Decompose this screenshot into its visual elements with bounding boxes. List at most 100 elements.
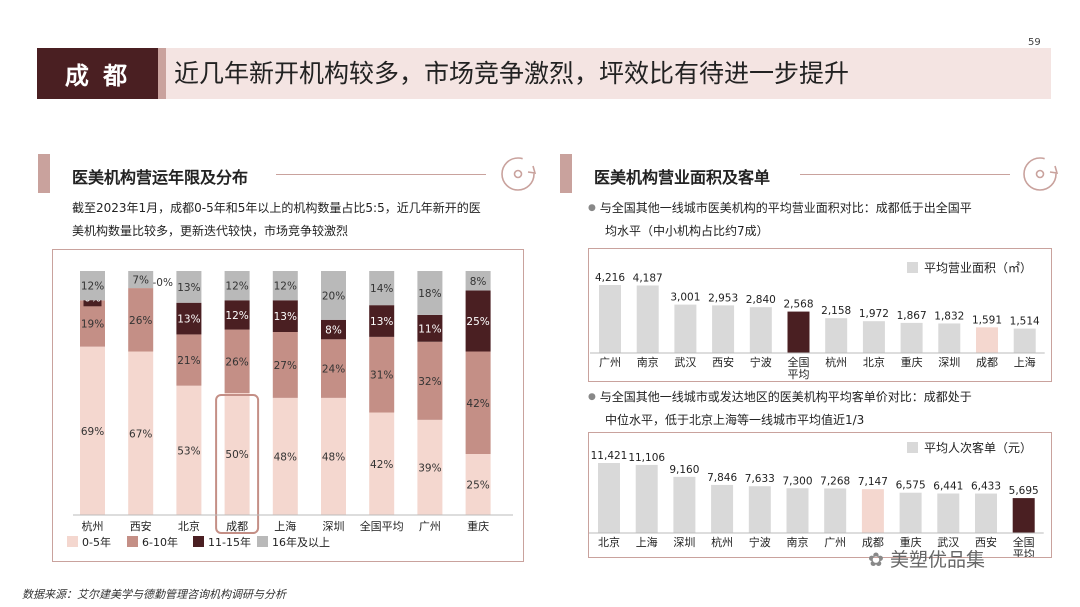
bar-segment-2 bbox=[417, 341, 443, 420]
bar-segment-3 bbox=[465, 290, 491, 352]
value-label: 7,147 bbox=[858, 476, 888, 488]
segment-label: 20% bbox=[322, 290, 345, 302]
area-panel: 4,216 广州 4,187 南京 3,001 武汉 2,953 西安 2,840 宁波 2,568… bbox=[588, 248, 1052, 382]
category-label: 深圳 bbox=[938, 356, 960, 369]
value-label: 1,867 bbox=[897, 310, 927, 322]
segment-label: 67% bbox=[129, 428, 152, 440]
segment-label: 48% bbox=[274, 451, 297, 463]
segment-label: 25% bbox=[466, 316, 489, 328]
bar bbox=[787, 311, 810, 353]
value-label: 6,575 bbox=[896, 480, 926, 492]
segment-label: 39% bbox=[418, 462, 441, 474]
category-label: 杭州 bbox=[82, 519, 104, 533]
category-label: 北京 bbox=[178, 519, 200, 533]
watermark-text: 美塑优品集 bbox=[889, 549, 985, 571]
highlight-frame bbox=[215, 394, 260, 534]
bar-segment-3 bbox=[321, 319, 346, 340]
segment-label: 14% bbox=[370, 283, 393, 295]
value-label: 7,300 bbox=[782, 475, 812, 487]
value-label: 2,953 bbox=[708, 292, 738, 304]
category-label: 平均 bbox=[788, 368, 810, 381]
category-label: 南京 bbox=[637, 355, 659, 369]
segment-label: 11% bbox=[418, 323, 441, 335]
segment-label: 21% bbox=[177, 355, 200, 367]
bar-segment-3 bbox=[369, 305, 395, 337]
bar-segment-1 bbox=[224, 393, 250, 515]
bar-segment-2 bbox=[321, 339, 346, 398]
legend-swatch bbox=[67, 536, 78, 547]
area-chart: 4,216 广州 4,187 南京 3,001 武汉 2,953 西安 2,840 宁波 2,568… bbox=[590, 261, 1045, 381]
value-label: 4,216 bbox=[595, 272, 625, 284]
bar bbox=[599, 285, 621, 353]
legend-swatch bbox=[907, 442, 918, 453]
value-label: 4,187 bbox=[633, 272, 663, 284]
value-label: 7,846 bbox=[707, 472, 737, 484]
segment-label: 31% bbox=[370, 370, 393, 382]
category-label: 广州 bbox=[824, 536, 846, 549]
left-description-line1: 截至2023年1月，成都0-5年和5年以上的机构数量占比5:5，近几年新开的医 bbox=[72, 201, 481, 215]
bar-segment-1 bbox=[80, 346, 105, 515]
ticket-bullet-line1: 与全国其他一线城市或发达地区的医美机构平均客单价对比：成都处于 bbox=[599, 390, 972, 404]
left-description: 截至2023年1月，成都0-5年和5年以上的机构数量占比5:5，近几年新开的医 … bbox=[72, 197, 532, 243]
legend-label: 平均人次客单（元） bbox=[924, 440, 1032, 455]
category-label: 重庆 bbox=[900, 535, 922, 549]
category-label: 广州 bbox=[599, 356, 621, 369]
bar bbox=[598, 463, 620, 533]
segment-label: 13% bbox=[370, 316, 393, 328]
value-label: 1,972 bbox=[859, 308, 889, 320]
segment-label: 12% bbox=[274, 281, 297, 293]
category-label: 宁波 bbox=[750, 355, 772, 369]
ticket-panel: 11,421 北京 11,106 上海 9,160 深圳 7,846 杭州 7,633 宁波 7,3… bbox=[588, 432, 1052, 561]
value-label: 5,695 bbox=[1009, 485, 1039, 497]
segment-label: -0% bbox=[152, 277, 172, 289]
bar-segment-1 bbox=[272, 397, 298, 515]
category-label: 重庆 bbox=[467, 519, 489, 533]
zero-label-bg bbox=[83, 295, 102, 307]
value-label: 2,568 bbox=[783, 299, 813, 311]
segment-label: 25% bbox=[466, 480, 489, 492]
legend-swatch bbox=[193, 536, 204, 547]
bar-segment-4 bbox=[272, 271, 298, 301]
category-label: 全国 bbox=[1013, 535, 1035, 549]
category-label: 深圳 bbox=[673, 536, 695, 549]
watermark: ✿ 美塑优品集 bbox=[868, 545, 985, 572]
left-section-title: 医美机构营运年限及分布 bbox=[72, 168, 249, 187]
legend-label: 平均营业面积（㎡） bbox=[924, 261, 1032, 275]
bar-segment-4 bbox=[417, 271, 443, 315]
bar bbox=[673, 476, 696, 533]
bar-segment-4 bbox=[176, 271, 202, 303]
bar-segment-1 bbox=[321, 397, 346, 515]
bar bbox=[1012, 498, 1035, 533]
bar-segment-1 bbox=[176, 385, 202, 515]
title-divider bbox=[158, 48, 166, 99]
category-label: 西安 bbox=[975, 535, 997, 549]
value-label: 11,106 bbox=[628, 452, 665, 464]
bar-segment-1 bbox=[128, 351, 154, 515]
wechat-icon: ✿ bbox=[868, 549, 884, 571]
category-label: 重庆 bbox=[901, 355, 923, 369]
operating-years-panel: 69%19%0%12%杭州67%26%-0%7%西安53%21%13%13%北京… bbox=[52, 249, 524, 562]
left-description-line2: 美机构数量比较多，更新迭代较快，市场竞争较激烈 bbox=[72, 224, 349, 238]
city-label: 成 都 bbox=[37, 48, 158, 99]
segment-label: 12% bbox=[225, 281, 248, 293]
legend-swatch bbox=[907, 262, 918, 273]
category-label: 全国 bbox=[788, 355, 810, 369]
segment-label: 42% bbox=[466, 398, 489, 410]
category-label: 平均 bbox=[1013, 548, 1035, 557]
left-cycle-icon bbox=[501, 157, 537, 191]
bar-segment-4 bbox=[465, 271, 491, 291]
bar bbox=[862, 321, 885, 353]
bar bbox=[636, 285, 659, 353]
bullet-dot-icon: ● bbox=[588, 392, 596, 402]
legend-label: 11-15年 bbox=[208, 535, 251, 549]
segment-label: 69% bbox=[81, 426, 104, 438]
legend-label: 0-5年 bbox=[82, 535, 111, 549]
segment-label: 8% bbox=[325, 325, 342, 337]
value-label: 9,160 bbox=[669, 464, 699, 476]
bar bbox=[899, 492, 922, 533]
bar-segment-2 bbox=[80, 300, 105, 347]
segment-label: 19% bbox=[81, 318, 104, 330]
title-band bbox=[37, 48, 1051, 99]
legend-label: 6-10年 bbox=[142, 535, 178, 549]
segment-label: 7% bbox=[132, 275, 149, 287]
